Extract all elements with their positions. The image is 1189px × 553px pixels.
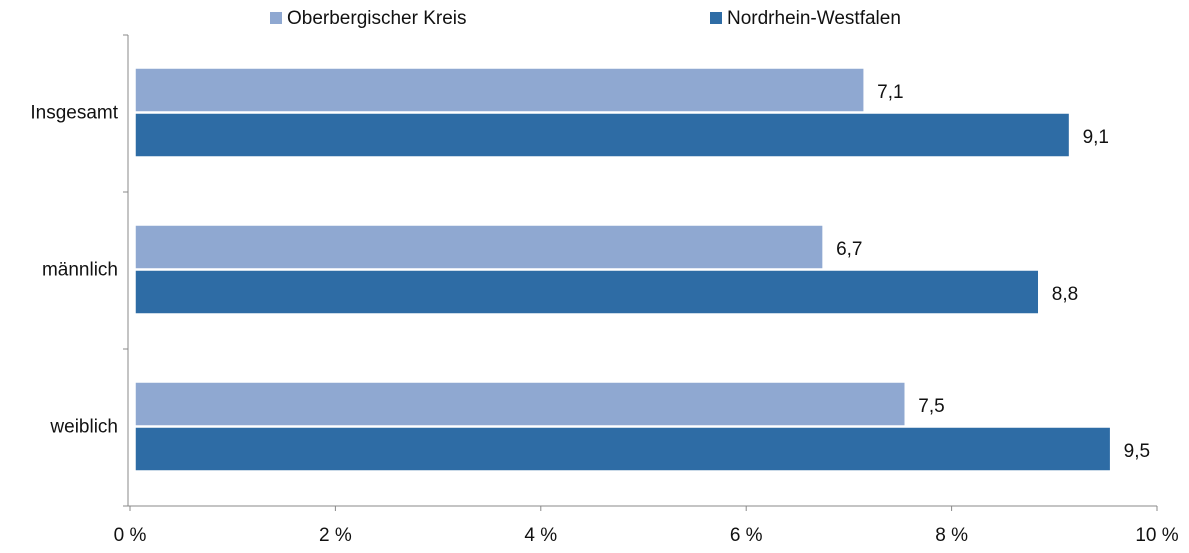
value-label: 7,1 xyxy=(877,82,903,103)
x-tick-label: 6 % xyxy=(730,525,763,546)
bar xyxy=(134,381,906,427)
legend-label: Nordrhein-Westfalen xyxy=(727,8,901,29)
legend-label: Oberbergischer Kreis xyxy=(287,8,467,29)
y-tick-label: männlich xyxy=(42,260,118,281)
bar xyxy=(134,67,865,113)
bar xyxy=(134,112,1071,158)
legend-swatch xyxy=(270,12,282,24)
value-label: 9,1 xyxy=(1083,127,1109,148)
value-label: 9,5 xyxy=(1124,441,1150,462)
x-tick-label: 10 % xyxy=(1135,525,1178,546)
x-tick-label: 8 % xyxy=(935,525,968,546)
x-tick-label: 0 % xyxy=(114,525,147,546)
y-tick-label: Insgesamt xyxy=(30,103,118,124)
bar xyxy=(134,269,1040,315)
value-label: 7,5 xyxy=(918,396,944,417)
value-label: 6,7 xyxy=(836,239,862,260)
bar xyxy=(134,426,1112,472)
bar xyxy=(134,224,824,270)
x-tick-label: 4 % xyxy=(524,525,557,546)
value-label: 8,8 xyxy=(1052,284,1078,305)
legend-swatch xyxy=(710,12,722,24)
x-tick-label: 2 % xyxy=(319,525,352,546)
y-tick-label: weiblich xyxy=(49,417,118,438)
